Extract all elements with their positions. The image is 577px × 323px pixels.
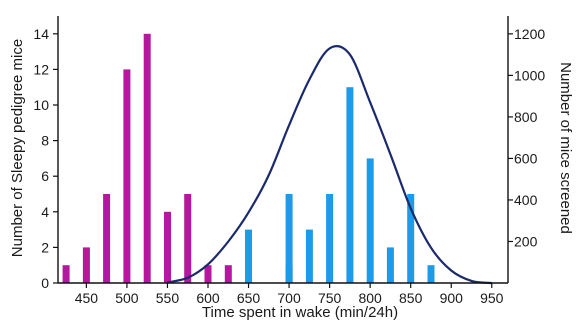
x-tick-label-950: 950 <box>480 290 504 306</box>
bar-blue-750 <box>326 194 334 283</box>
y-left-tick-label-10: 10 <box>33 97 49 113</box>
y-axis-title-left: Number of Sleepy pedigree mice <box>9 39 26 257</box>
bar-blue-650 <box>245 229 252 283</box>
y-left-tick-label-2: 2 <box>41 239 49 255</box>
bars-layer <box>62 33 435 284</box>
x-tick-label-900: 900 <box>440 290 464 306</box>
y-left-tick-label-4: 4 <box>41 204 49 220</box>
bar-blue-700 <box>285 194 293 283</box>
y-right-tick-label-1000: 1000 <box>514 67 545 83</box>
bar-blue-850 <box>407 194 415 283</box>
bar-blue-775 <box>346 87 354 283</box>
bar-blue-800 <box>366 158 374 283</box>
y-right-tick-label-800: 800 <box>514 109 538 125</box>
y-left-tick-label-0: 0 <box>41 275 49 291</box>
bar-magenta-500 <box>123 69 131 284</box>
bar-blue-725 <box>305 229 313 283</box>
x-tick-label-650: 650 <box>237 290 261 306</box>
y-right-tick-label-600: 600 <box>514 150 538 166</box>
x-tick-label-850: 850 <box>399 290 423 306</box>
y-right-tick-label-200: 200 <box>514 233 538 249</box>
bar-magenta-425 <box>62 265 70 283</box>
bar-magenta-625 <box>224 265 232 283</box>
bar-blue-875 <box>427 265 435 283</box>
bar-magenta-475 <box>103 194 111 283</box>
y-left-tick-label-12: 12 <box>33 61 49 77</box>
x-tick-label-800: 800 <box>358 290 382 306</box>
series-line-screened <box>167 45 492 285</box>
bar-magenta-450 <box>82 247 90 283</box>
x-tick-label-600: 600 <box>196 290 220 306</box>
bar-magenta-550 <box>164 211 171 283</box>
y-axis-title-right: Number of mice screened <box>557 62 574 234</box>
y-right-tick-label-1200: 1200 <box>514 26 545 42</box>
x-tick-label-450: 450 <box>75 290 99 306</box>
x-tick-label-500: 500 <box>115 290 139 306</box>
axes-layer: 0 2 4 6 8 10 12 14 200 400 600 800 1000 1200 450 500 550… <box>33 16 545 306</box>
x-tick-label-700: 700 <box>277 290 301 306</box>
bar-blue-825 <box>386 247 394 283</box>
x-axis-title: Time spent in wake (min/24h) <box>202 304 398 321</box>
y-left-tick-label-14: 14 <box>33 26 49 42</box>
x-tick-label-550: 550 <box>156 290 180 306</box>
y-left-tick-label-6: 6 <box>41 168 49 184</box>
x-tick-label-750: 750 <box>318 290 342 306</box>
y-right-tick-label-400: 400 <box>514 192 538 208</box>
y-left-tick-label-8: 8 <box>41 133 49 149</box>
bar-magenta-525 <box>143 33 151 283</box>
bar-magenta-600 <box>204 265 212 283</box>
bar-magenta-575 <box>184 194 192 283</box>
